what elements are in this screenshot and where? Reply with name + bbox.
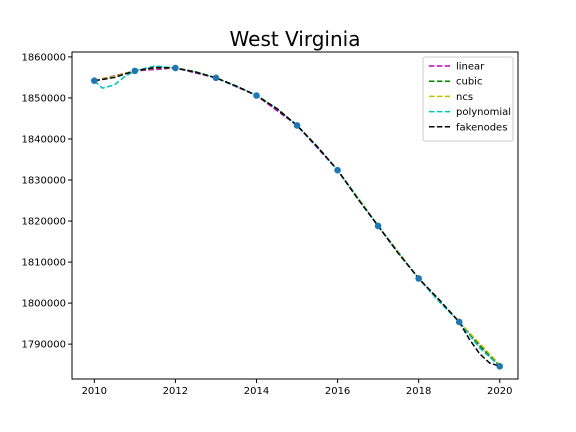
data-point bbox=[455, 318, 463, 326]
data-point bbox=[91, 77, 98, 85]
y-tick-label: 1810000 bbox=[21, 258, 66, 269]
x-tick-label: 2018 bbox=[406, 386, 431, 397]
legend-label-fakenodes: fakenodes bbox=[456, 122, 507, 133]
legend-label-cubic: cubic bbox=[456, 77, 482, 88]
data-point bbox=[172, 64, 179, 72]
x-axis: 2010 2012 2014 2016 2018 2020 bbox=[82, 379, 512, 397]
y-tick-label: 1790000 bbox=[21, 340, 66, 351]
data-point bbox=[131, 67, 139, 75]
data-point bbox=[374, 222, 382, 230]
data-points bbox=[91, 64, 504, 370]
series-line-fakenodes bbox=[94, 66, 500, 367]
legend: linear cubic ncs polynomial fakenodes bbox=[422, 56, 514, 142]
data-point bbox=[334, 166, 341, 174]
y-tick-label: 1840000 bbox=[21, 134, 66, 145]
x-tick-label: 2014 bbox=[244, 386, 269, 397]
legend-label-polynomial: polynomial bbox=[456, 107, 511, 118]
y-tick-label: 1820000 bbox=[21, 217, 66, 228]
legend-label-ncs: ncs bbox=[456, 92, 473, 103]
legend-label-linear: linear bbox=[456, 62, 485, 73]
y-tick-label: 1850000 bbox=[21, 93, 66, 104]
y-tick-label: 1860000 bbox=[21, 52, 66, 63]
data-point bbox=[253, 92, 260, 99]
y-tick-label: 1800000 bbox=[21, 299, 66, 310]
plot-frame bbox=[71, 51, 519, 380]
x-tick-label: 2020 bbox=[487, 386, 512, 397]
data-point bbox=[496, 362, 504, 370]
data-point bbox=[415, 275, 422, 282]
y-axis: 1790000 1800000 1810000 1820000 1830000 18400… bbox=[21, 52, 72, 351]
y-tick-label: 1830000 bbox=[21, 176, 66, 187]
data-point bbox=[293, 122, 301, 129]
chart-title: West Virginia bbox=[230, 27, 361, 51]
x-tick-label: 2010 bbox=[82, 386, 107, 397]
x-tick-label: 2016 bbox=[325, 386, 350, 397]
x-tick-label: 2012 bbox=[163, 386, 188, 397]
data-point bbox=[212, 74, 220, 82]
legend-box bbox=[422, 56, 514, 142]
